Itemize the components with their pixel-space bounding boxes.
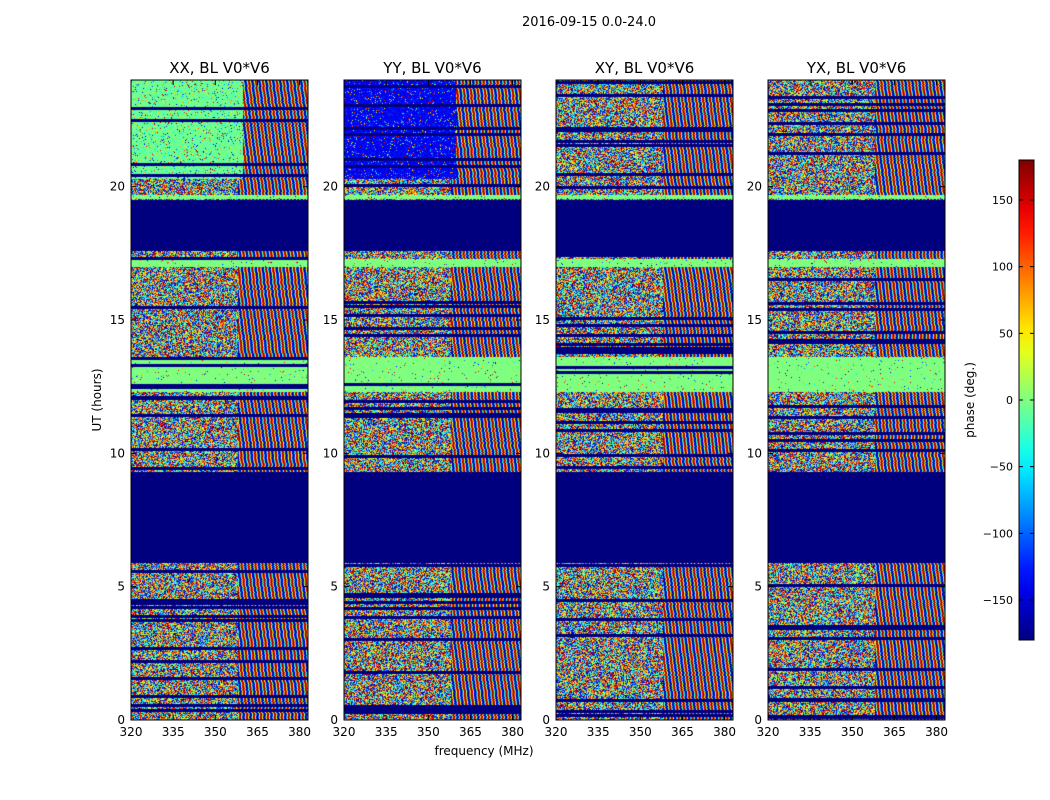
- plot-frame: [130, 79, 309, 721]
- y-tick-label: 20: [110, 180, 125, 194]
- y-tick-label: 0: [754, 713, 762, 727]
- x-tick-label: 335: [375, 725, 398, 739]
- x-tick-label: 365: [883, 725, 906, 739]
- panel-title: YX, BL V0*V6: [806, 59, 907, 77]
- x-tick-label: 335: [587, 725, 610, 739]
- x-tick-label: 380: [925, 725, 948, 739]
- colorbar-label: phase (deg.): [963, 362, 977, 438]
- x-tick-label: 320: [545, 725, 568, 739]
- heatmap-panel: XX, BL V0*V6 320 335 350 365 380 0 5 10 15 20: [110, 59, 311, 739]
- colorbar-tick-label: −100: [983, 527, 1013, 540]
- plot-frame: [767, 79, 946, 721]
- y-tick-label: 10: [535, 446, 550, 460]
- x-tick-label: 350: [417, 725, 440, 739]
- phase-heatmap-image: [768, 80, 945, 720]
- x-axis-label: frequency (MHz): [434, 744, 533, 758]
- x-tick-label: 320: [333, 725, 356, 739]
- y-tick-label: 20: [323, 180, 338, 194]
- x-tick-label: 320: [757, 725, 780, 739]
- x-tick-label: 380: [501, 725, 524, 739]
- x-tick-label: 365: [459, 725, 482, 739]
- x-tick-label: 365: [671, 725, 694, 739]
- phase-heatmap-image: [344, 80, 521, 720]
- y-tick-label: 15: [110, 313, 125, 327]
- y-tick-label: 20: [535, 180, 550, 194]
- x-tick-label: 350: [841, 725, 864, 739]
- x-tick-label: 320: [120, 725, 143, 739]
- y-axis-label: UT (hours): [90, 368, 104, 431]
- colorbar-tick-label: −50: [990, 461, 1013, 474]
- phase-heatmap-image: [131, 80, 308, 720]
- y-tick-label: 5: [117, 580, 125, 594]
- colorbar-tick-label: 150: [992, 194, 1013, 207]
- heatmap-panel: YX, BL V0*V6 320 335 350 365 380 0 5 10 15 20: [747, 59, 948, 739]
- x-tick-label: 350: [204, 725, 227, 739]
- y-tick-label: 10: [747, 446, 762, 460]
- panel-title: XY, BL V0*V6: [595, 59, 695, 77]
- x-tick-label: 380: [288, 725, 311, 739]
- y-tick-label: 15: [747, 313, 762, 327]
- y-tick-label: 20: [747, 180, 762, 194]
- y-tick-label: 5: [542, 580, 550, 594]
- y-tick-label: 0: [330, 713, 338, 727]
- y-tick-label: 10: [323, 446, 338, 460]
- x-tick-label: 335: [799, 725, 822, 739]
- x-tick-label: 335: [162, 725, 185, 739]
- panel-title: YY, BL V0*V6: [382, 59, 481, 77]
- colorbar-tick-label: 100: [992, 261, 1013, 274]
- y-tick-label: 15: [323, 313, 338, 327]
- heatmap-panel: XY, BL V0*V6 320 335 350 365 380 0 5 10 15 20: [535, 59, 736, 739]
- panel-title: XX, BL V0*V6: [169, 59, 270, 77]
- heatmap-panel: YY, BL V0*V6 320 335 350 365 380 0 5 10 15 20: [323, 59, 524, 739]
- plot-frame: [343, 79, 522, 721]
- y-tick-label: 15: [535, 313, 550, 327]
- x-tick-label: 380: [713, 725, 736, 739]
- colorbar-tick-label: 0: [1006, 394, 1013, 407]
- y-tick-label: 5: [330, 580, 338, 594]
- plot-frame: [555, 79, 734, 721]
- y-tick-label: 5: [754, 580, 762, 594]
- figure-suptitle: 2016-09-15 0.0-24.0: [522, 15, 656, 30]
- colorbar-tick-label: 50: [999, 327, 1013, 340]
- x-tick-label: 350: [629, 725, 652, 739]
- colorbar-tick-label: −150: [983, 594, 1013, 607]
- y-tick-label: 0: [117, 713, 125, 727]
- phase-heatmap-image: [556, 80, 733, 720]
- y-tick-label: 0: [542, 713, 550, 727]
- y-tick-label: 10: [110, 446, 125, 460]
- colorbar: 150 100 50 0 −50 −100 −150: [983, 159, 1035, 641]
- x-tick-label: 365: [246, 725, 269, 739]
